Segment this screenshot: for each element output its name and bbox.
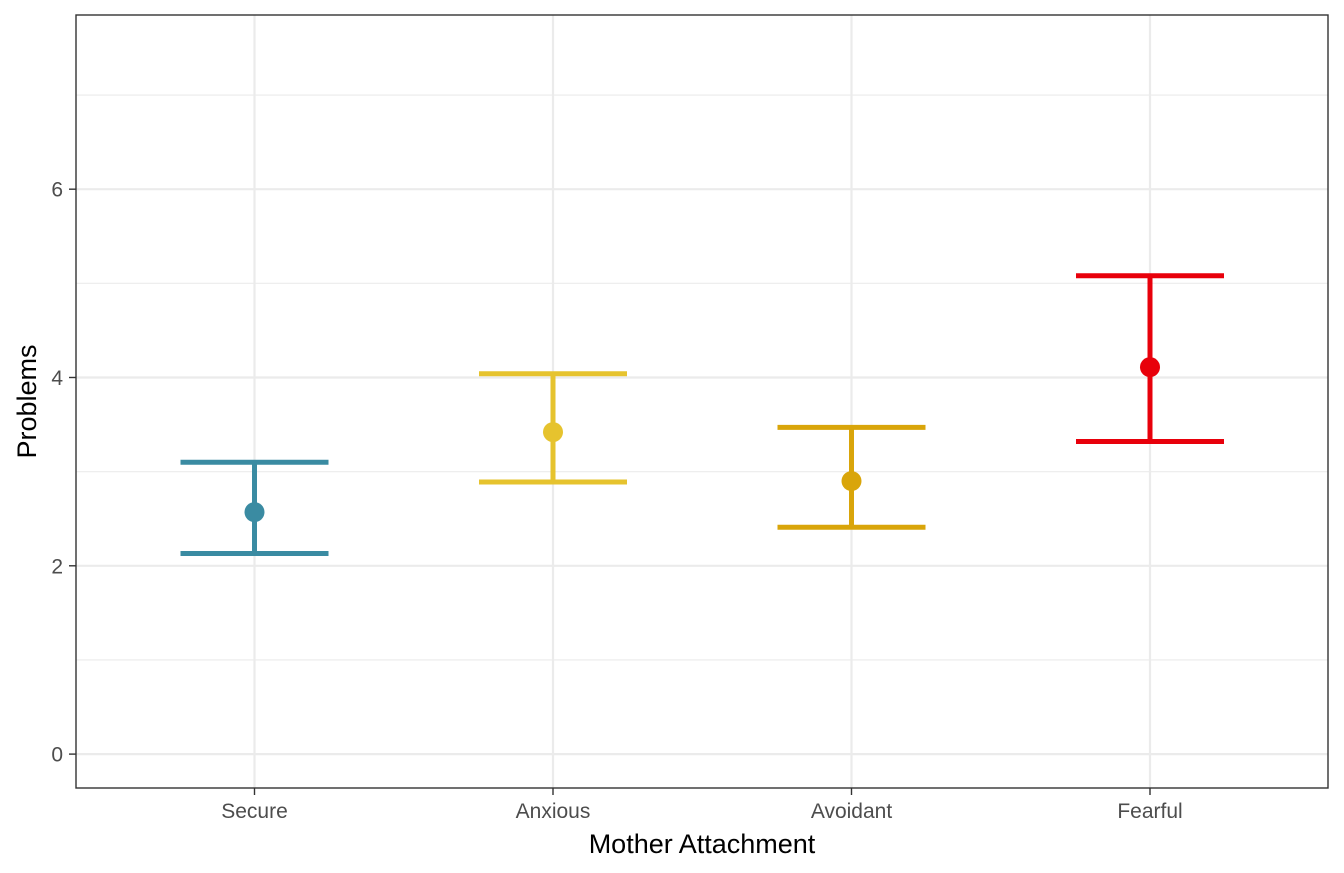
axes: 0 2 4 6 Secure Anxious Avoidant Fearful xyxy=(51,179,1182,823)
x-tick-label: Secure xyxy=(221,800,288,823)
y-tick-label: 4 xyxy=(51,367,63,390)
panel-border xyxy=(75,14,1329,789)
x-tick-label: Avoidant xyxy=(811,800,893,823)
x-axis-title: Mother Attachment xyxy=(589,829,816,859)
data-point xyxy=(244,502,265,523)
data-point xyxy=(543,422,563,443)
y-axis-title: Problems xyxy=(12,344,42,458)
x-tick-label: Fearful xyxy=(1117,800,1182,823)
data-point xyxy=(841,471,862,492)
y-tick-label: 0 xyxy=(51,744,63,767)
x-tick-label: Anxious xyxy=(516,800,591,823)
data-marks xyxy=(180,273,1224,557)
gridlines xyxy=(76,15,1328,788)
y-tick-label: 6 xyxy=(51,179,63,202)
data-point xyxy=(1140,357,1160,378)
y-tick-label: 2 xyxy=(51,555,63,578)
